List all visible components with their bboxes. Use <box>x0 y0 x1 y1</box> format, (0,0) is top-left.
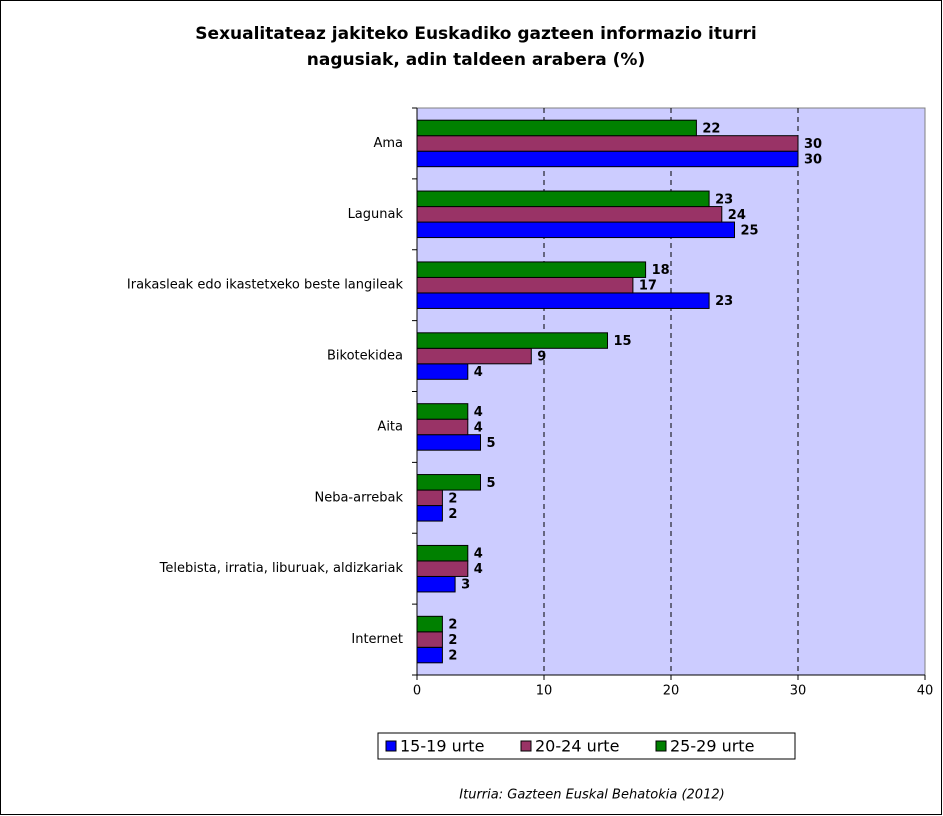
data-label: 2 <box>448 618 457 633</box>
bar <box>416 119 697 137</box>
data-label: 5 <box>487 476 496 491</box>
bar <box>416 575 456 593</box>
chart-title: nagusiak, adin taldeen arabera (%) <box>307 50 645 70</box>
data-label: 22 <box>702 121 720 136</box>
data-label: 4 <box>474 405 483 420</box>
bar <box>416 332 608 349</box>
y-tick-label: Telebista, irratia, liburuak, aldizkaria… <box>159 561 404 576</box>
bar <box>416 646 443 664</box>
bar <box>416 474 481 491</box>
data-label: 3 <box>461 578 470 593</box>
x-tick-label: 10 <box>536 684 553 699</box>
bar <box>416 560 469 577</box>
bar <box>416 150 799 168</box>
y-tick-label: Bikotekidea <box>327 349 403 364</box>
bar <box>416 190 710 208</box>
legend-swatch <box>520 740 532 752</box>
data-label: 17 <box>639 279 657 294</box>
data-label: 4 <box>474 365 483 380</box>
y-tick-label: Irakasleak edo ikastetxeko beste langile… <box>127 278 404 293</box>
data-label: 2 <box>448 491 457 506</box>
y-tick-label: Ama <box>373 136 403 151</box>
x-tick-label: 30 <box>790 684 807 699</box>
legend-swatch <box>655 740 667 752</box>
x-tick-label: 40 <box>917 684 934 699</box>
x-tick-label: 20 <box>663 684 680 699</box>
data-label: 2 <box>448 633 457 648</box>
chart-title: Sexualitateaz jakiteko Euskadiko gazteen… <box>195 24 756 44</box>
bar <box>416 631 443 648</box>
data-label: 5 <box>487 436 496 451</box>
bar <box>416 135 799 152</box>
data-label: 25 <box>741 223 759 238</box>
data-label: 4 <box>474 562 483 577</box>
bar <box>416 615 443 633</box>
data-label: 2 <box>448 649 457 664</box>
data-label: 24 <box>728 208 746 223</box>
data-label: 30 <box>804 152 822 167</box>
bar <box>416 434 481 451</box>
bar <box>416 363 469 380</box>
y-tick-label: Lagunak <box>348 207 404 222</box>
data-label: 4 <box>474 420 483 435</box>
legend-swatch <box>385 740 397 752</box>
legend-label: 20-24 urte <box>535 737 619 756</box>
data-label: 30 <box>804 137 822 152</box>
data-label: 2 <box>448 507 457 522</box>
bar <box>416 505 443 522</box>
data-label: 23 <box>715 192 733 207</box>
bar <box>416 403 469 420</box>
data-label: 23 <box>715 294 733 309</box>
source: Iturria: Gazteen Euskal Behatokia (2012) <box>459 788 724 803</box>
y-tick-label: Neba-arrebak <box>314 490 403 505</box>
bar <box>416 544 469 562</box>
y-tick-label: Internet <box>351 632 403 647</box>
bar <box>416 261 647 278</box>
bar <box>416 489 443 507</box>
legend-box <box>377 732 796 760</box>
data-label: 18 <box>652 263 670 278</box>
legend-label: 15-19 urte <box>400 737 484 756</box>
bar <box>416 292 710 309</box>
bar <box>416 206 723 223</box>
data-label: 9 <box>537 350 546 365</box>
y-tick-label: Aita <box>377 419 403 434</box>
bar <box>416 221 735 239</box>
bar <box>416 276 634 294</box>
legend-label: 25-29 urte <box>670 737 754 756</box>
bar <box>416 347 532 365</box>
bar <box>416 418 469 436</box>
data-label: 4 <box>474 547 483 562</box>
x-tick-label: 0 <box>413 684 421 699</box>
data-label: 15 <box>614 334 632 349</box>
